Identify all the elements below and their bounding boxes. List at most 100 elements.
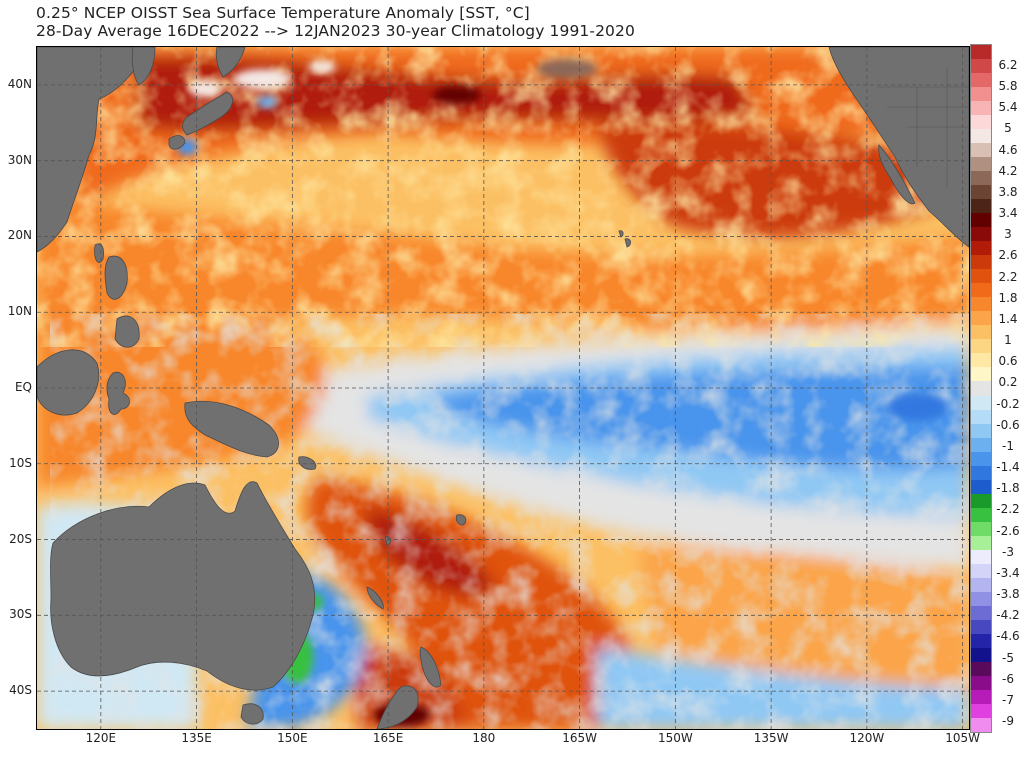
- colorbar-cell: [971, 157, 991, 172]
- land-japan-honshu: [182, 91, 234, 136]
- colorbar-label: 2.6: [998, 248, 1018, 263]
- land-hawaii: [618, 230, 631, 248]
- colorbar-label: 5.4: [998, 100, 1018, 115]
- lon-label-135e: 135E: [181, 731, 212, 745]
- colorbar-cell: [971, 423, 991, 439]
- graticule: [37, 47, 969, 729]
- lat-label-40n: 40N: [7, 76, 32, 91]
- mottle-warm: [37, 47, 969, 347]
- colorbar-cell: [971, 647, 991, 663]
- colorbar-cell: [971, 311, 991, 326]
- colorbar-label: -4.2: [996, 608, 1020, 623]
- colorbar-cell: [971, 535, 991, 551]
- colorbar-cell: [971, 619, 991, 635]
- colorbar-cell: [971, 675, 991, 691]
- colorbar-label: 1.8: [998, 290, 1018, 305]
- title-line-2: 28-Day Average 16DEC2022 --> 12JAN2023 3…: [36, 22, 635, 40]
- colorbar-cell: [971, 241, 991, 256]
- lon-label-180: 180: [472, 731, 496, 745]
- colorbar-label: 3.4: [998, 206, 1018, 221]
- colorbar-cell: [971, 395, 991, 411]
- colorbar-cell: [971, 451, 991, 467]
- land-taiwan: [94, 243, 104, 263]
- colorbar-cell: [971, 507, 991, 523]
- colorbar-cell: [971, 199, 991, 214]
- colorbar-label: -5: [1002, 650, 1014, 665]
- colorbar-cell: [971, 577, 991, 593]
- colorbar-cell: [971, 143, 991, 158]
- colorbar-cell: [971, 87, 991, 102]
- colorbar-cell: [971, 367, 991, 383]
- lat-label-30s: 30S: [9, 607, 32, 622]
- land-sulawesi: [106, 371, 130, 415]
- colorbar-cell: [971, 339, 991, 355]
- land-philippines-south: [114, 315, 140, 348]
- land: [37, 47, 969, 729]
- colorbar-label: -3.4: [996, 565, 1020, 580]
- colorbar-label: 3.8: [998, 184, 1018, 199]
- colorbar: [970, 44, 992, 733]
- colorbar-cell: [971, 227, 991, 242]
- land-new-guinea: [184, 400, 279, 458]
- colorbar-cell: [971, 255, 991, 270]
- lon-label-165e: 165E: [372, 731, 404, 745]
- colorbar-cell: [971, 325, 991, 341]
- colorbar-label: -9: [1002, 714, 1014, 728]
- colorbar-cell: [971, 353, 991, 369]
- colorbar-cell: [971, 493, 991, 509]
- colorbar-label: -0.6: [996, 417, 1020, 432]
- colorbar-cell: [971, 129, 991, 144]
- colorbar-cell: [971, 661, 991, 677]
- colorbar-label: 1: [1004, 333, 1012, 348]
- colorbar-label: -7: [1002, 692, 1014, 707]
- colorbar-label: -6: [1002, 671, 1014, 686]
- colorbar-label: -2.6: [996, 523, 1020, 538]
- lat-label-10n: 10N: [7, 304, 32, 319]
- colorbar-cell: [971, 689, 991, 705]
- colorbar-label: -2.2: [996, 502, 1020, 517]
- colorbar-cell: [971, 409, 991, 425]
- colorbar-label: 2.2: [998, 269, 1018, 284]
- lat-label-20n: 20N: [7, 228, 32, 243]
- lon-label-120w: 120W: [849, 731, 885, 745]
- colorbar-label: -0.2: [996, 396, 1020, 411]
- colorbar-label: -1: [1002, 438, 1014, 453]
- land-new-caledonia: [366, 586, 384, 610]
- lon-label-150w: 150W: [657, 731, 693, 745]
- land-japan-north: [215, 47, 246, 78]
- colorbar-label: 4.2: [998, 163, 1018, 178]
- lon-label-135w: 135W: [753, 731, 789, 745]
- colorbar-label: 5.8: [998, 79, 1018, 94]
- land-luzon: [104, 255, 128, 300]
- colorbar-cell: [971, 101, 991, 116]
- colorbar-cell: [971, 115, 991, 130]
- colorbar-cell: [971, 73, 991, 88]
- colorbar-label: -4.6: [996, 629, 1020, 644]
- land-japan-kyushu: [168, 135, 186, 150]
- lon-label-105w: 105W: [945, 731, 980, 745]
- colorbar-label: -1.4: [996, 460, 1020, 475]
- lon-label-150e: 150E: [277, 731, 308, 745]
- sst-anomaly-map: [36, 46, 970, 730]
- colorbar-label: -3: [1002, 544, 1014, 559]
- land-solomons: [298, 456, 317, 470]
- colorbar-cell: [971, 563, 991, 579]
- colorbar-label: 1.4: [998, 311, 1018, 326]
- colorbar-cell: [971, 213, 991, 228]
- colorbar-label: 4.6: [998, 142, 1018, 157]
- colorbar-cell: [971, 465, 991, 481]
- colorbar-cell: [971, 605, 991, 621]
- lat-label-40s: 40S: [9, 683, 32, 698]
- colorbar-cell: [971, 171, 991, 186]
- colorbar-cell: [971, 269, 991, 284]
- colorbar-cell: [971, 297, 991, 312]
- colorbar-label: 5: [1004, 121, 1012, 136]
- colorbar-cell: [971, 633, 991, 649]
- colorbar-cell: [971, 185, 991, 200]
- land-tasmania: [240, 703, 264, 725]
- colorbar-cell: [971, 45, 991, 60]
- colorbar-label: -1.8: [996, 481, 1020, 496]
- land-nz-south: [376, 685, 419, 729]
- title-line-1: 0.25° NCEP OISST Sea Surface Temperature…: [36, 4, 530, 22]
- colorbar-cell: [971, 479, 991, 495]
